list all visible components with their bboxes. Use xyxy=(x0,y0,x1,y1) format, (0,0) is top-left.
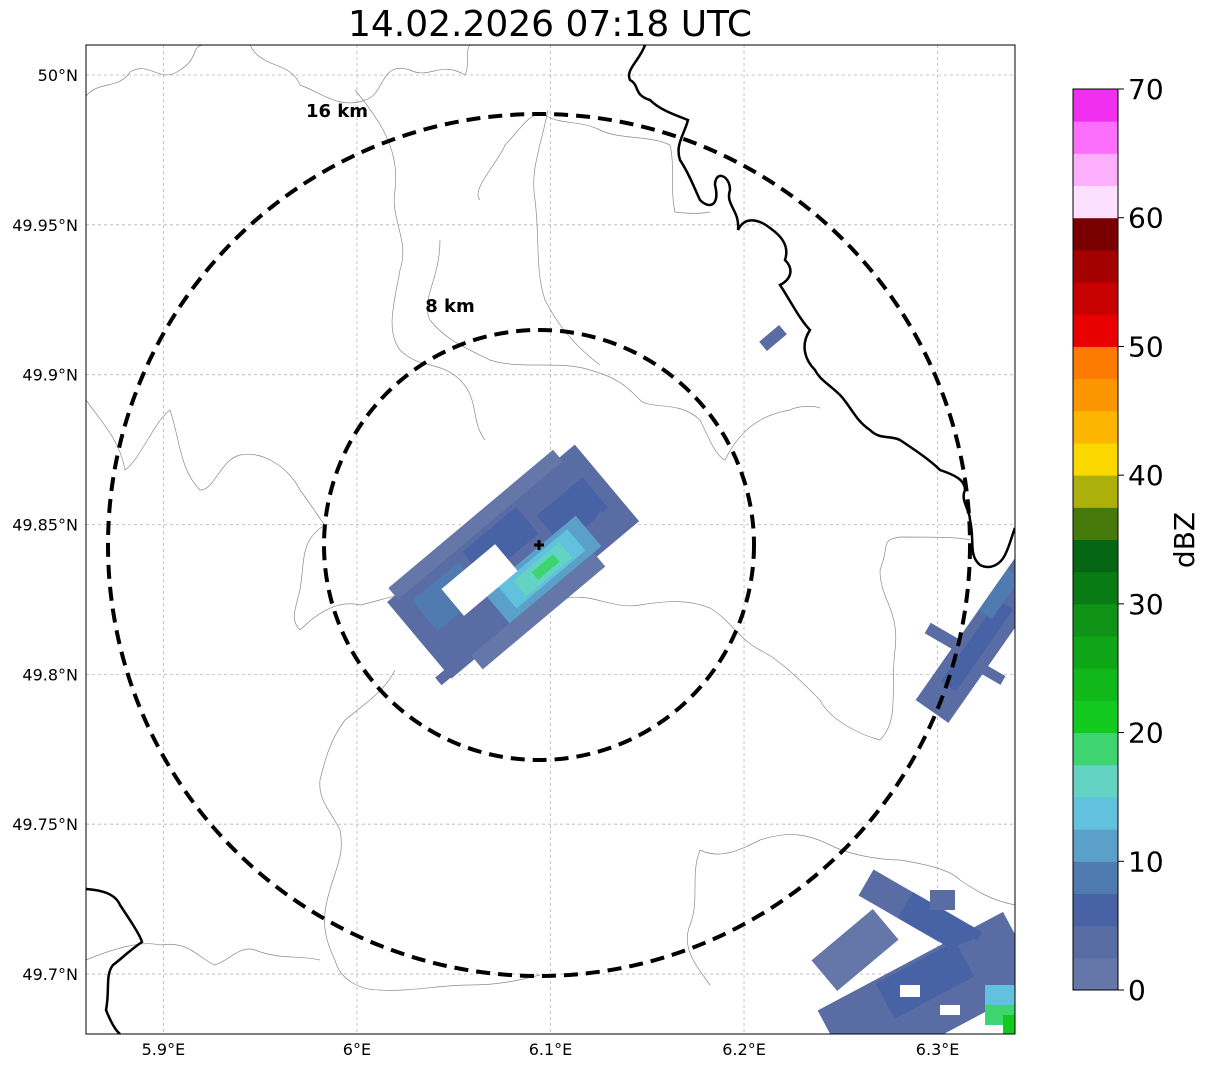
lon-tick-label: 6°E xyxy=(343,1040,371,1059)
main-echo-cell xyxy=(387,444,640,679)
colorbar-tick-label: 40 xyxy=(1128,459,1164,492)
lat-tick-label: 49.75°N xyxy=(12,815,78,834)
colorbar-segment xyxy=(1073,249,1118,283)
lon-tick-label: 6.1°E xyxy=(529,1040,573,1059)
range-rings xyxy=(106,112,972,978)
map-frame xyxy=(85,44,1016,1035)
colorbar-segment xyxy=(1073,539,1118,573)
colorbar-segment xyxy=(1073,217,1118,251)
lat-tick-label: 49.7°N xyxy=(22,965,78,984)
colorbar-segment xyxy=(1073,185,1118,219)
lon-tick-label: 5.9°E xyxy=(142,1040,186,1059)
colorbar-segment xyxy=(1073,153,1118,187)
colorbar-segment xyxy=(1073,89,1118,122)
lon-tick-label: 6.3°E xyxy=(916,1040,960,1059)
southeast-echo-cell xyxy=(811,869,1015,1034)
colorbar-segment xyxy=(1073,378,1118,412)
colorbar-segment xyxy=(1073,957,1118,991)
colorbar: 0 10 20 30 40 50 60 70 xyxy=(1072,73,1164,1007)
colorbar-tick-label: 20 xyxy=(1128,717,1164,750)
colorbar-segment xyxy=(1073,893,1118,927)
municipal-borders xyxy=(86,45,1015,991)
colorbar-segment xyxy=(1073,668,1118,701)
colorbar-segment xyxy=(1073,314,1118,347)
lon-tick-label: 6.2°E xyxy=(722,1040,766,1059)
colorbar-segment xyxy=(1073,829,1118,862)
colorbar-segment xyxy=(1073,346,1118,380)
map-area: 8 km 16 km xyxy=(86,45,1015,1034)
colorbar-segment xyxy=(1073,571,1118,605)
colorbar-segment xyxy=(1073,925,1118,959)
colorbar-segment xyxy=(1073,121,1118,154)
longitude-tick-labels: 5.9°E 6°E 6.1°E 6.2°E 6.3°E xyxy=(142,1040,960,1059)
colorbar-segment xyxy=(1073,636,1118,669)
range-ring-16km xyxy=(106,112,972,978)
colorbar-segment xyxy=(1073,764,1118,798)
map-title: 14.02.2026 07:18 UTC xyxy=(347,4,753,45)
lat-tick-label: 49.85°N xyxy=(12,516,78,535)
colorbar-segment xyxy=(1073,442,1118,476)
colorbar-segment xyxy=(1073,796,1118,830)
colorbar-segment xyxy=(1073,861,1118,894)
colorbar-tick-label: 30 xyxy=(1128,588,1164,621)
reflectivity-echoes xyxy=(387,325,1015,1034)
colorbar-segment xyxy=(1073,475,1118,508)
colorbar-frame xyxy=(1072,88,1119,991)
colorbar-tick-label: 50 xyxy=(1128,330,1164,363)
colorbar-tick-label: 60 xyxy=(1128,202,1164,235)
colorbar-segment xyxy=(1073,282,1118,315)
colorbar-tick-label: 70 xyxy=(1128,73,1164,106)
colorbar-segment xyxy=(1073,603,1118,637)
colorbar-segment xyxy=(1073,410,1118,444)
colorbar-segment xyxy=(1073,732,1118,766)
ring-label-8km: 8 km xyxy=(425,296,475,317)
colorbar-tick-label: 10 xyxy=(1128,845,1164,878)
lat-tick-label: 50°N xyxy=(38,66,78,85)
colorbar-label: dBZ xyxy=(1168,512,1201,568)
lat-tick-label: 49.9°N xyxy=(22,366,78,385)
lat-tick-label: 49.8°N xyxy=(22,665,78,684)
latitude-tick-labels: 49.7°N 49.75°N 49.8°N 49.85°N 49.9°N 49.95°N 5… xyxy=(12,66,78,984)
colorbar-segment xyxy=(1073,507,1118,540)
lat-tick-label: 49.95°N xyxy=(12,216,78,235)
national-borders xyxy=(86,45,1015,1034)
ring-label-16km: 16 km xyxy=(306,101,368,122)
radar-site-marker xyxy=(534,540,544,550)
colorbar-tick-label: 0 xyxy=(1128,974,1146,1007)
colorbar-segment xyxy=(1073,700,1118,734)
range-ring-8km xyxy=(322,328,756,762)
